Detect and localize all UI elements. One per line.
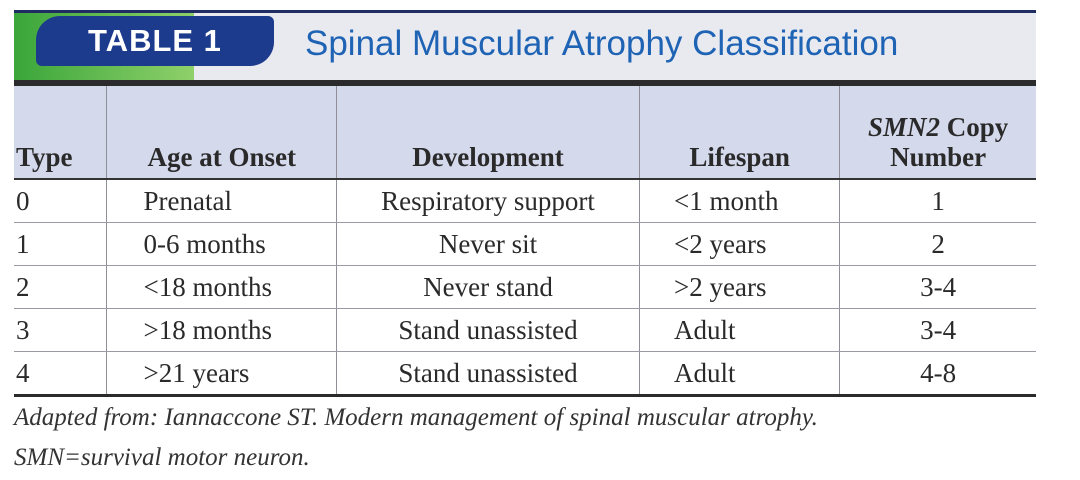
cell-lifespan: <2 years <box>639 222 840 266</box>
table-number-badge: TABLE 1 <box>36 16 274 66</box>
cell-development: Never stand <box>336 265 640 309</box>
table-row: 4 >21 years Stand unassisted Adult 4-8 <box>14 351 1036 397</box>
cell-smn2-copy-number: 3-4 <box>839 265 1036 309</box>
column-header-age-at-onset: Age at Onset <box>106 86 337 180</box>
cell-type: 0 <box>14 179 107 223</box>
column-header-development: Development <box>336 86 640 180</box>
cell-lifespan: Adult <box>639 308 840 352</box>
classification-table: Type Age at Onset Development Lifespan S… <box>14 86 1036 397</box>
table-row: 0 Prenatal Respiratory support <1 month … <box>14 179 1036 223</box>
footnote-abbreviation: SMN=survival motor neuron. <box>14 444 310 471</box>
cell-type: 1 <box>14 222 107 266</box>
smn2-italic-label: SMN2 <box>867 112 940 142</box>
table-row: 2 <18 months Never stand >2 years 3-4 <box>14 265 1036 309</box>
cell-smn2-copy-number: 2 <box>839 222 1036 266</box>
cell-age-at-onset: >21 years <box>106 351 337 397</box>
column-header-type: Type <box>14 86 107 180</box>
cell-type: 4 <box>14 351 107 397</box>
table-row: 1 0-6 months Never sit <2 years 2 <box>14 222 1036 266</box>
cell-age-at-onset: <18 months <box>106 265 337 309</box>
cell-smn2-copy-number: 1 <box>839 179 1036 223</box>
cell-type: 2 <box>14 265 107 309</box>
cell-age-at-onset: >18 months <box>106 308 337 352</box>
column-header-lifespan: Lifespan <box>639 86 840 180</box>
header-bottom-rule <box>14 80 1036 86</box>
table-row: 3 >18 months Stand unassisted Adult 3-4 <box>14 308 1036 352</box>
cell-development: Never sit <box>336 222 640 266</box>
cell-lifespan: Adult <box>639 351 840 397</box>
cell-age-at-onset: Prenatal <box>106 179 337 223</box>
column-header-smn2-copy-number: SMN2 Copy Number <box>839 86 1036 180</box>
copy-number-label: Copy Number <box>890 112 1009 172</box>
cell-smn2-copy-number: 3-4 <box>839 308 1036 352</box>
cell-smn2-copy-number: 4-8 <box>839 351 1036 397</box>
cell-age-at-onset: 0-6 months <box>106 222 337 266</box>
table-header-row: Type Age at Onset Development Lifespan S… <box>14 86 1036 180</box>
header-top-rule <box>14 10 1036 13</box>
cell-type: 3 <box>14 308 107 352</box>
cell-development: Respiratory support <box>336 179 640 223</box>
cell-development: Stand unassisted <box>336 351 640 397</box>
table-title: Spinal Muscular Atrophy Classification <box>305 24 899 63</box>
table-footnote: Adapted from: Iannaccone ST. Modern mana… <box>14 398 818 478</box>
cell-lifespan: <1 month <box>639 179 840 223</box>
cell-development: Stand unassisted <box>336 308 640 352</box>
cell-lifespan: >2 years <box>639 265 840 309</box>
footnote-source: Adapted from: Iannaccone ST. Modern mana… <box>14 404 818 431</box>
